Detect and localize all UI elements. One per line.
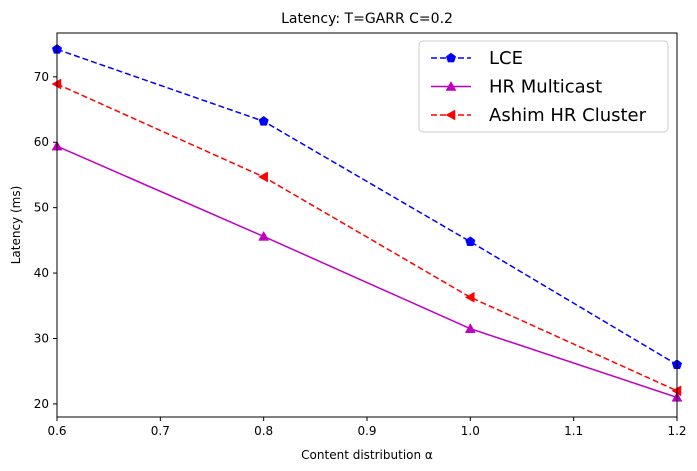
y-tick-label: 70 bbox=[34, 70, 49, 84]
data-point-ashim-hr-cluster bbox=[464, 291, 475, 303]
y-tick-label: 20 bbox=[34, 397, 49, 411]
y-tick-label: 50 bbox=[34, 201, 49, 215]
axes: 0.6 0.7 0.8 0.9 1.0 1.1 1.2 20 30 40 50 60 70 bbox=[34, 70, 687, 438]
legend-box bbox=[418, 40, 669, 133]
x-tick-label: 1.1 bbox=[564, 424, 583, 438]
legend-label-ashim-hr-cluster: Ashim HR Cluster bbox=[489, 105, 647, 126]
legend: LCE HR Multicast Ashim HR Cluster bbox=[418, 40, 669, 133]
chart-title: Latency: T=GARR C=0.2 bbox=[281, 11, 453, 27]
legend-marker-hr-multicast bbox=[445, 80, 457, 91]
y-tick-label: 30 bbox=[34, 331, 49, 345]
data-point-hr-multicast bbox=[464, 323, 476, 333]
legend-marker-lce bbox=[445, 52, 457, 63]
legend-label-lce: LCE bbox=[489, 48, 523, 69]
series-line-ashim-hr-cluster bbox=[57, 83, 677, 392]
x-tick-label: 0.8 bbox=[254, 424, 273, 438]
x-tick-label: 1.0 bbox=[461, 424, 480, 438]
x-tick-label: 0.7 bbox=[151, 424, 170, 438]
legend-marker-ashim-hr-cluster bbox=[445, 109, 456, 121]
x-tick-label: 0.9 bbox=[357, 424, 376, 438]
legend-label-hr-multicast: HR Multicast bbox=[489, 77, 602, 98]
series-line-lce bbox=[57, 48, 677, 366]
x-tick-label: 1.2 bbox=[667, 424, 686, 438]
y-tick-label: 40 bbox=[34, 266, 49, 280]
x-axis-label: Content distribution α bbox=[301, 448, 433, 462]
data-point-lce bbox=[465, 236, 476, 246]
data-point-hr-multicast bbox=[258, 230, 270, 241]
data-point-lce bbox=[258, 116, 269, 126]
series-line-hr-multicast bbox=[57, 145, 677, 399]
y-axis-label: Latency (ms) bbox=[9, 186, 23, 265]
data-point-ashim-hr-cluster bbox=[258, 171, 268, 183]
series-group bbox=[57, 48, 677, 399]
x-tick-label: 0.6 bbox=[47, 424, 66, 438]
y-tick-label: 60 bbox=[34, 135, 49, 149]
